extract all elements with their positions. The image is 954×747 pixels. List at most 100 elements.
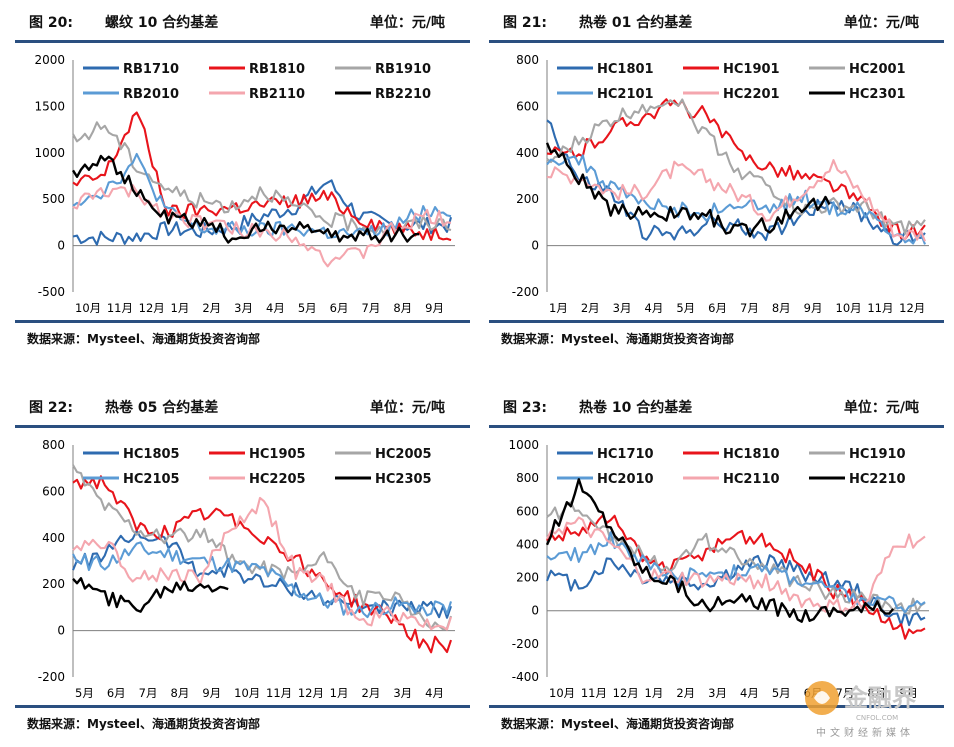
chart-title: 热卷 01 合约基差 (579, 15, 693, 31)
y-tick-label: -200 (512, 637, 539, 651)
watermark-subtitle: 中文财经新媒体 (816, 726, 914, 739)
panel-header: 图 21: 热卷 01 合约基差 单位：元/吨 (489, 8, 949, 34)
x-tick-label: 11月 (867, 301, 893, 315)
x-tick-label: 8月 (171, 686, 190, 700)
x-tick-label: 4月 (425, 686, 444, 700)
source-rule (489, 705, 944, 708)
x-tick-label: 8月 (772, 301, 791, 315)
legend-label: HC2005 (375, 447, 432, 462)
x-tick-label: 12月 (613, 686, 639, 700)
legend-label: HC1905 (249, 447, 306, 462)
source-note: 数据来源：Mysteel、海通期货投资咨询部 (501, 332, 735, 346)
x-tick-label: 9月 (425, 301, 444, 315)
y-tick-label: 1000 (34, 146, 65, 160)
title-rule (15, 40, 470, 43)
legend-label: HC2110 (723, 472, 780, 487)
series-line-hc2110 (546, 516, 926, 615)
series-line-hc2201 (546, 159, 926, 242)
source-rule (15, 320, 470, 323)
source-note: 数据来源：Mysteel、海通期货投资咨询部 (27, 717, 261, 731)
y-tick-label: 1500 (34, 99, 65, 113)
series-line-hc1710 (546, 554, 926, 627)
legend-label: HC2001 (849, 62, 906, 77)
figure-number: 图 20: (29, 15, 73, 31)
x-tick-label: 11月 (581, 686, 607, 700)
y-tick-label: 400 (516, 146, 539, 160)
y-tick-label: 200 (516, 192, 539, 206)
x-tick-label: 9月 (202, 686, 221, 700)
x-tick-label: 1月 (171, 301, 190, 315)
x-tick-label: 3月 (613, 301, 632, 315)
legend-label: RB1710 (123, 62, 179, 77)
x-tick-label: 5月 (75, 686, 94, 700)
legend-label: HC2201 (723, 87, 780, 102)
x-tick-label: 6月 (107, 686, 126, 700)
chart-title: 热卷 05 合约基差 (105, 400, 219, 416)
title-rule (489, 425, 944, 428)
source-rule (489, 320, 944, 323)
legend-label: HC1901 (723, 62, 780, 77)
unit-label: 单位：元/吨 (843, 400, 919, 416)
x-tick-label: 5月 (772, 686, 791, 700)
x-tick-label: 5月 (676, 301, 695, 315)
x-tick-label: 9月 (899, 686, 918, 700)
legend-label: HC2101 (597, 87, 654, 102)
unit-label: 单位：元/吨 (369, 15, 445, 31)
series-line-hc1910 (546, 501, 926, 615)
x-tick-label: 4月 (266, 301, 285, 315)
legend-label: HC1801 (597, 62, 654, 77)
legend-label: RB1810 (249, 62, 305, 77)
x-tick-label: 10月 (836, 301, 862, 315)
y-tick-label: 0 (57, 239, 65, 253)
x-tick-label: 9月 (804, 301, 823, 315)
x-tick-label: 10月 (75, 301, 101, 315)
y-tick-label: 600 (516, 99, 539, 113)
series-line-hc2305 (72, 577, 229, 613)
y-tick-label: 2000 (34, 53, 65, 67)
legend-label: RB2110 (249, 87, 305, 102)
chart-panel-2: 图 21: 热卷 01 合约基差 单位：元/吨 800 600 400 200 0 -20… (489, 4, 949, 359)
chart-title: 热卷 10 合约基差 (579, 400, 693, 416)
legend-label: HC2301 (849, 87, 906, 102)
x-tick-label: 1月 (645, 686, 664, 700)
figure-number: 图 23: (503, 400, 547, 416)
legend-label: HC1910 (849, 447, 906, 462)
panel-header: 图 23: 热卷 10 合约基差 单位：元/吨 (489, 393, 949, 419)
x-tick-label: 8月 (867, 686, 886, 700)
x-tick-label: 10月 (234, 686, 260, 700)
x-tick-label: 3月 (393, 686, 412, 700)
title-rule (15, 425, 470, 428)
legend-label: HC1810 (723, 447, 780, 462)
y-tick-label: 400 (42, 531, 65, 545)
x-tick-label: 11月 (107, 301, 133, 315)
series-line-hc2210 (545, 478, 895, 623)
series-line-hc2101 (546, 154, 926, 245)
y-tick-label: 600 (516, 504, 539, 518)
y-tick-label: 800 (516, 471, 539, 485)
x-tick-label: 1月 (549, 301, 568, 315)
y-tick-label: 0 (531, 239, 539, 253)
title-rule (489, 40, 944, 43)
x-tick-label: 7月 (740, 301, 759, 315)
y-tick-label: 1000 (508, 438, 539, 452)
chart-panel-1: 图 20: 螺纹 10 合约基差 单位：元/吨 2000 1500 1000 500 0… (15, 4, 475, 359)
legend-label: RB2210 (375, 87, 431, 102)
legend-label: HC1710 (597, 447, 654, 462)
legend-label: HC1805 (123, 447, 180, 462)
x-tick-label: 4月 (645, 301, 664, 315)
chart-panel-4: 图 23: 热卷 10 合约基差 单位：元/吨 1000 800 600 400 200… (489, 389, 949, 744)
line-chart-3: 800 600 400 200 0 -200 5月 6月 7月 8月 9月 10月 11月 12月 1月 2月… (38, 438, 455, 700)
x-tick-label: 7月 (836, 686, 855, 700)
x-tick-label: 2月 (676, 686, 695, 700)
x-tick-label: 6月 (708, 301, 727, 315)
series-line-rb1710 (72, 179, 453, 246)
series-line-hc2205 (72, 496, 453, 631)
figure-number: 图 22: (29, 400, 73, 416)
series-line-hc2010 (546, 531, 926, 614)
x-tick-label: 7月 (362, 301, 381, 315)
y-tick-label: 800 (42, 438, 65, 452)
x-tick-label: 1月 (330, 686, 349, 700)
y-tick-label: -400 (512, 670, 539, 684)
y-tick-label: 200 (516, 571, 539, 585)
line-chart-4: 1000 800 600 400 200 0 -200 -400 10月 11月 12月 1月 2月 3月… (508, 438, 929, 700)
